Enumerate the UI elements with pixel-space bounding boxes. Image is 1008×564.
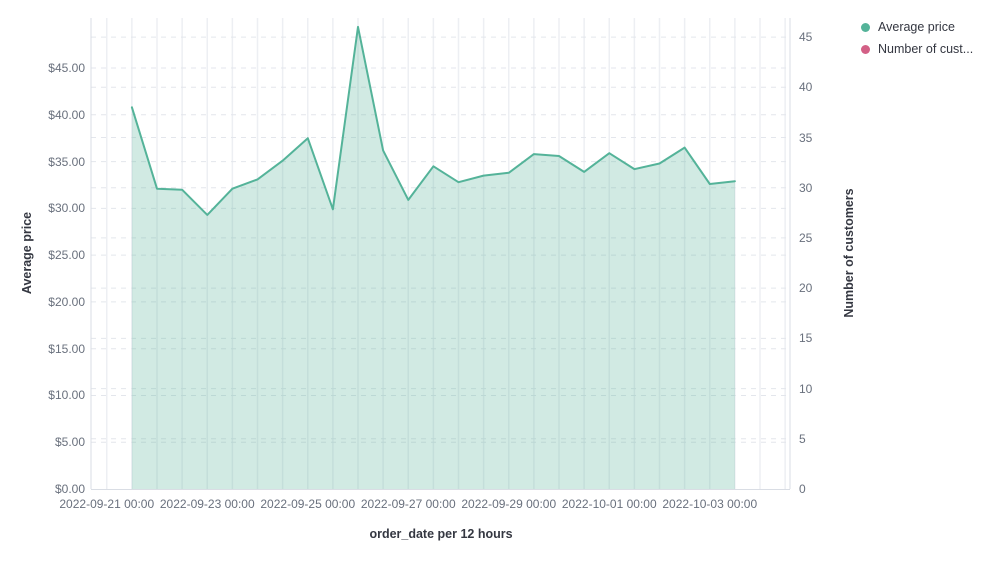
x-axis-tick-label: 2022-10-03 00:00 <box>662 497 758 511</box>
series-line-average-price[interactable] <box>130 25 736 216</box>
legend-dot-icon <box>861 45 870 54</box>
y-axis-tick-label-left: $40.00 <box>48 107 85 122</box>
y-axis-tick-label-right: 5 <box>799 431 806 446</box>
legend-dot-icon <box>861 23 870 32</box>
legend-label: Number of cust... <box>878 42 974 56</box>
y-axis-tick-label-left: $35.00 <box>48 154 85 169</box>
y-axis-tick-label-right: 15 <box>799 331 813 346</box>
y-axis-tick-label-left: $20.00 <box>48 294 85 309</box>
x-axis-tick-label: 2022-09-25 00:00 <box>260 497 356 511</box>
x-axis-tick-label: 2022-09-23 00:00 <box>159 497 255 511</box>
y-axis-tick-label-left: $5.00 <box>54 435 85 450</box>
x-axis-tick-label: 2022-09-21 00:00 <box>59 497 155 511</box>
x-axis-tick-label: 2022-09-27 00:00 <box>360 497 456 511</box>
y-axis-tick-label-left: $15.00 <box>48 341 85 356</box>
y-axis-title-left: Average price <box>20 211 34 295</box>
x-axis-tick-label: 2022-10-01 00:00 <box>561 497 657 511</box>
y-axis-tick-label-right: 35 <box>799 130 813 145</box>
x-axis-title: order_date per 12 hours <box>369 527 513 541</box>
y-axis-tick-label-left: $30.00 <box>48 201 85 216</box>
y-axis-title-right: Number of customers <box>842 188 856 318</box>
y-axis-tick-label-left: $25.00 <box>48 248 85 263</box>
y-axis-tick-label-right: 0 <box>799 482 806 496</box>
legend: Average price Number of cust... <box>861 20 973 57</box>
y-axis-tick-label-right: 40 <box>799 80 813 95</box>
y-axis-tick-label-left: $45.00 <box>48 61 85 76</box>
legend-label: Average price <box>878 20 955 34</box>
y-axis-tick-label-right: 20 <box>799 281 813 296</box>
y-axis-tick-label-right: 25 <box>799 230 813 245</box>
area-fill-average-price[interactable] <box>131 26 735 490</box>
y-axis-tick-label-left: $10.00 <box>48 388 85 403</box>
y-axis-tick-label-right: 10 <box>799 381 813 396</box>
y-axis-tick-label-right: 45 <box>799 30 813 45</box>
legend-item-0[interactable]: Average price <box>861 20 973 35</box>
y-axis-tick-label-right: 30 <box>799 180 813 195</box>
x-axis-tick-label: 2022-09-29 00:00 <box>461 497 557 511</box>
y-axis-tick-label-left: $0.00 <box>54 482 85 496</box>
legend-item-1[interactable]: Number of cust... <box>861 42 973 57</box>
